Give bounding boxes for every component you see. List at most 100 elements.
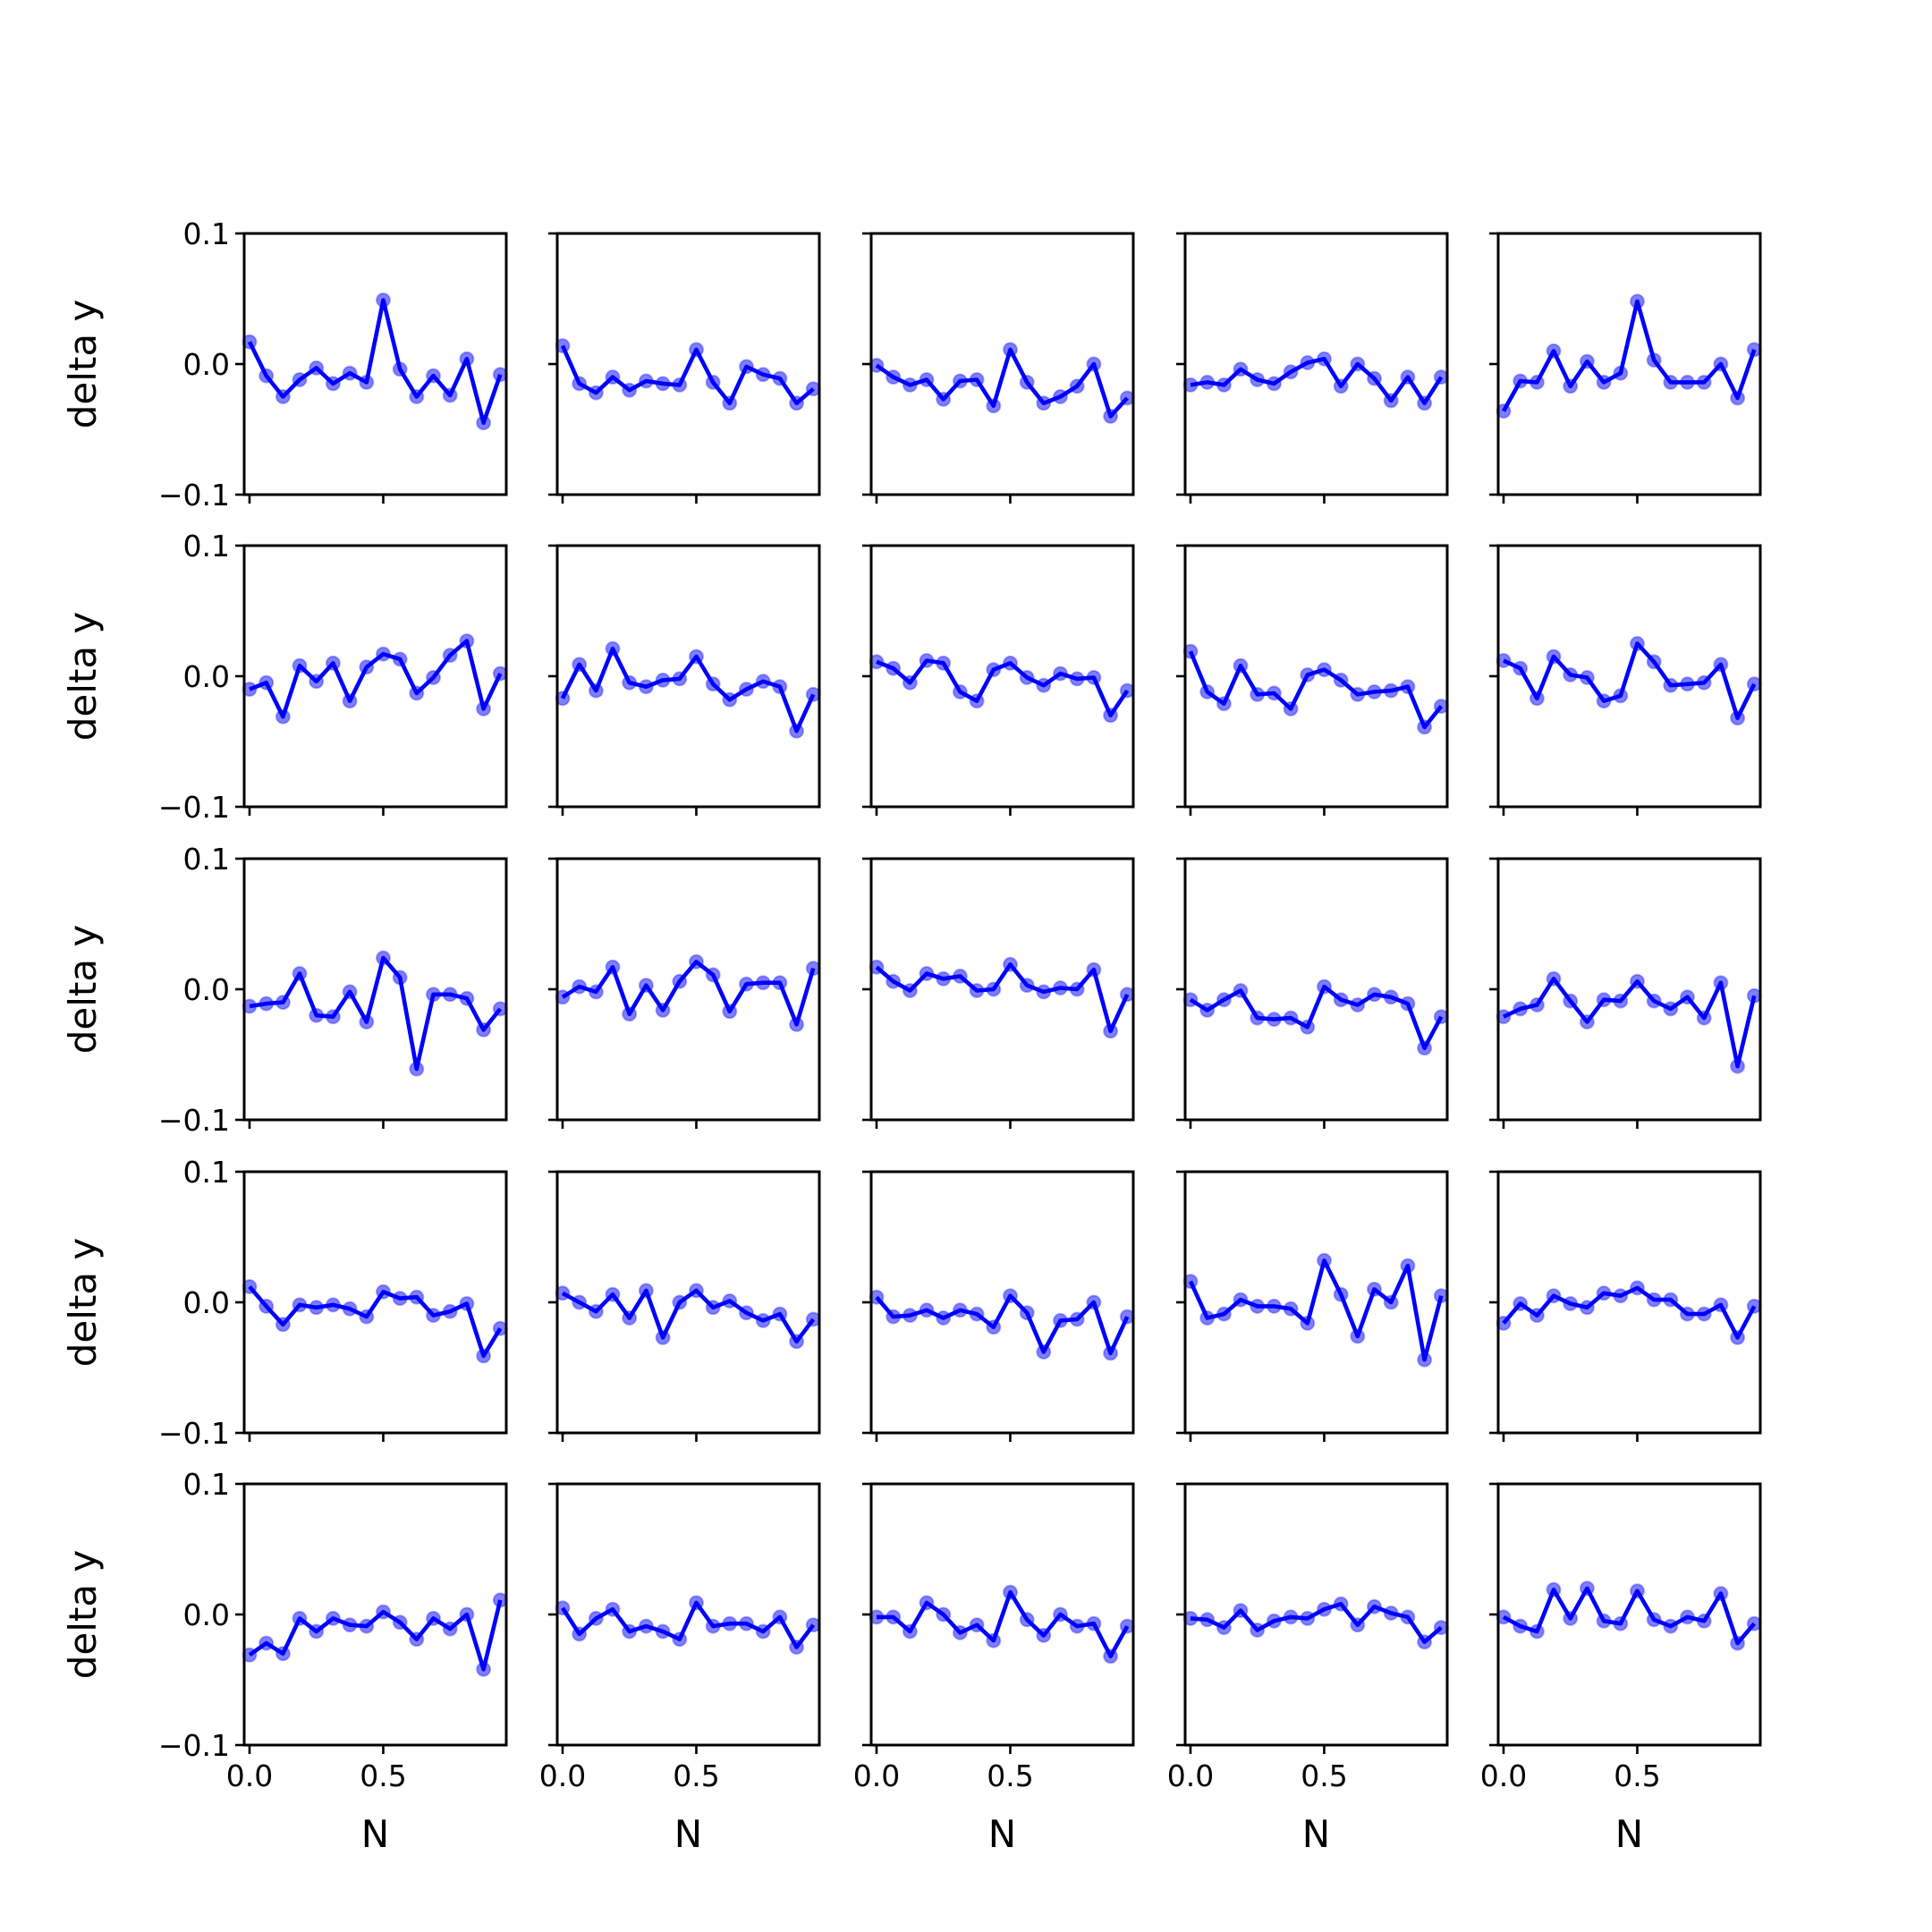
data-point [1730,1329,1746,1345]
data-point [1233,657,1249,674]
data-point [1103,1345,1119,1361]
data-point [919,372,935,387]
data-point [1317,662,1332,678]
series-line [876,658,1130,718]
data-point [1630,973,1645,989]
data-point [1579,1300,1595,1316]
data-point [1417,719,1433,735]
data-point [722,1615,738,1631]
series-line [1189,984,1444,1050]
data-point [1663,1618,1679,1634]
data-point [952,1302,968,1318]
data-point [902,983,918,998]
data-point [1546,1288,1562,1304]
data-point [739,1305,754,1321]
data-point [1713,657,1729,673]
data-point [919,1302,935,1318]
data-point [1300,667,1316,682]
subplot-r3-c1: −0.1 0.0 0.1 delta y [61,842,508,1138]
data-point [588,1303,604,1319]
subplot-r2-c2 [548,544,821,816]
data-point [986,1632,1002,1648]
data-point [1546,648,1562,665]
data-point [705,374,721,390]
data-point [392,651,408,667]
data-point [1730,1635,1746,1651]
data-point [622,1623,638,1640]
data-point [936,1606,952,1623]
data-point [1199,1310,1216,1326]
data-point [409,1631,425,1648]
data-point [1596,693,1612,709]
x-axis-label: N [1615,1812,1643,1856]
data-point [359,374,375,390]
data-point [755,1312,771,1328]
data-point [1350,1617,1366,1633]
data-point [902,1308,918,1324]
data-point [1417,1352,1433,1368]
data-point [309,674,325,690]
subplot-r2-c4 [1176,544,1449,816]
data-point [292,657,308,674]
data-point [1730,390,1746,406]
data-point [1367,1598,1382,1614]
data-point [969,1617,985,1633]
data-point [919,653,935,668]
data-point [622,1310,638,1326]
data-point [572,657,588,673]
subplot-r4-c3 [862,1170,1135,1442]
data-point [1019,374,1035,390]
data-point [292,1610,308,1626]
subplot-r4-c4 [1176,1170,1449,1442]
data-point [376,1604,391,1620]
data-point [672,377,688,393]
data-point [739,976,754,992]
data-point [1383,1606,1399,1621]
data-point [1216,377,1232,393]
data-point [1613,1615,1629,1631]
data-point [952,968,968,984]
subplot-r1-c4 [1176,232,1449,504]
data-point [936,970,952,987]
data-point [1003,342,1018,358]
data-point [1367,987,1382,1003]
data-point [638,373,654,389]
data-point [1266,685,1282,701]
series-line [248,1599,503,1672]
axes-frame [555,544,821,809]
data-point [292,966,308,981]
y-tick-label: −0.1 [158,790,230,825]
series-line [875,962,1130,1033]
data-point [1730,1058,1746,1074]
data-point [1003,956,1018,972]
data-point [655,1002,671,1018]
subplot-r3-c2 [548,857,821,1129]
data-point [1513,1001,1529,1017]
x-tick-label: 0.5 [1614,1758,1660,1793]
data-point [1103,1648,1119,1665]
subplot-r5-c3: 0.0 0.5 N [853,1482,1135,1856]
data-point [1266,1298,1282,1314]
x-tick-label: 0.0 [539,1758,586,1793]
subplot-r4-c1: −0.1 0.0 0.1 delta y [61,1155,508,1451]
data-point [1053,980,1068,996]
data-point [622,1006,638,1022]
subplot-r5-c5: 0.0 0.5 N [1480,1482,1762,1856]
data-point [1300,1019,1316,1035]
data-point [359,659,375,675]
data-point [605,1601,621,1617]
data-point [459,351,475,367]
data-point [689,1283,704,1299]
x-tick-label: 0.0 [1167,1758,1214,1793]
data-point [755,674,771,690]
data-point [476,701,492,716]
y-tick-label: 0.0 [183,347,230,382]
data-point [672,1631,688,1648]
axes-frame [1183,232,1449,496]
axes-frame [1183,857,1449,1122]
data-point [1646,654,1662,670]
data-point [1250,1010,1266,1026]
data-point [622,382,638,398]
data-point [1696,374,1712,390]
